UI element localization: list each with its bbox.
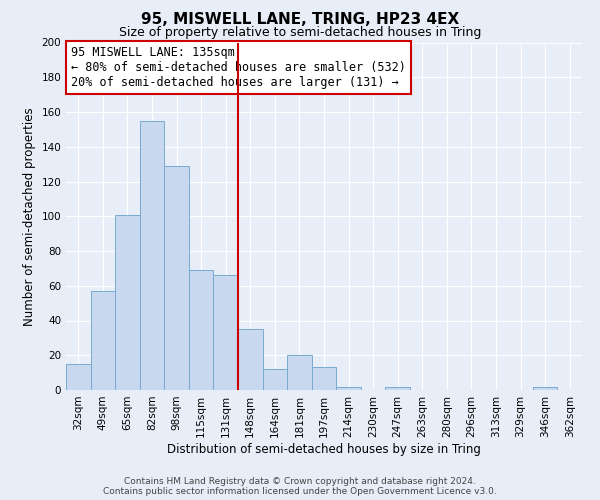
Bar: [336, 386, 361, 390]
Bar: [312, 368, 336, 390]
Text: 95, MISWELL LANE, TRING, HP23 4EX: 95, MISWELL LANE, TRING, HP23 4EX: [141, 12, 459, 28]
Text: 95 MISWELL LANE: 135sqm
← 80% of semi-detached houses are smaller (532)
20% of s: 95 MISWELL LANE: 135sqm ← 80% of semi-de…: [71, 46, 406, 89]
Text: Contains HM Land Registry data © Crown copyright and database right 2024.
Contai: Contains HM Land Registry data © Crown c…: [103, 476, 497, 496]
Bar: [189, 270, 214, 390]
Y-axis label: Number of semi-detached properties: Number of semi-detached properties: [23, 107, 36, 326]
Bar: [214, 276, 238, 390]
Bar: [385, 386, 410, 390]
Bar: [140, 120, 164, 390]
Text: Size of property relative to semi-detached houses in Tring: Size of property relative to semi-detach…: [119, 26, 481, 39]
Bar: [115, 214, 140, 390]
Bar: [533, 386, 557, 390]
Bar: [91, 291, 115, 390]
Bar: [164, 166, 189, 390]
X-axis label: Distribution of semi-detached houses by size in Tring: Distribution of semi-detached houses by …: [167, 442, 481, 456]
Bar: [66, 364, 91, 390]
Bar: [287, 355, 312, 390]
Bar: [263, 369, 287, 390]
Bar: [238, 329, 263, 390]
